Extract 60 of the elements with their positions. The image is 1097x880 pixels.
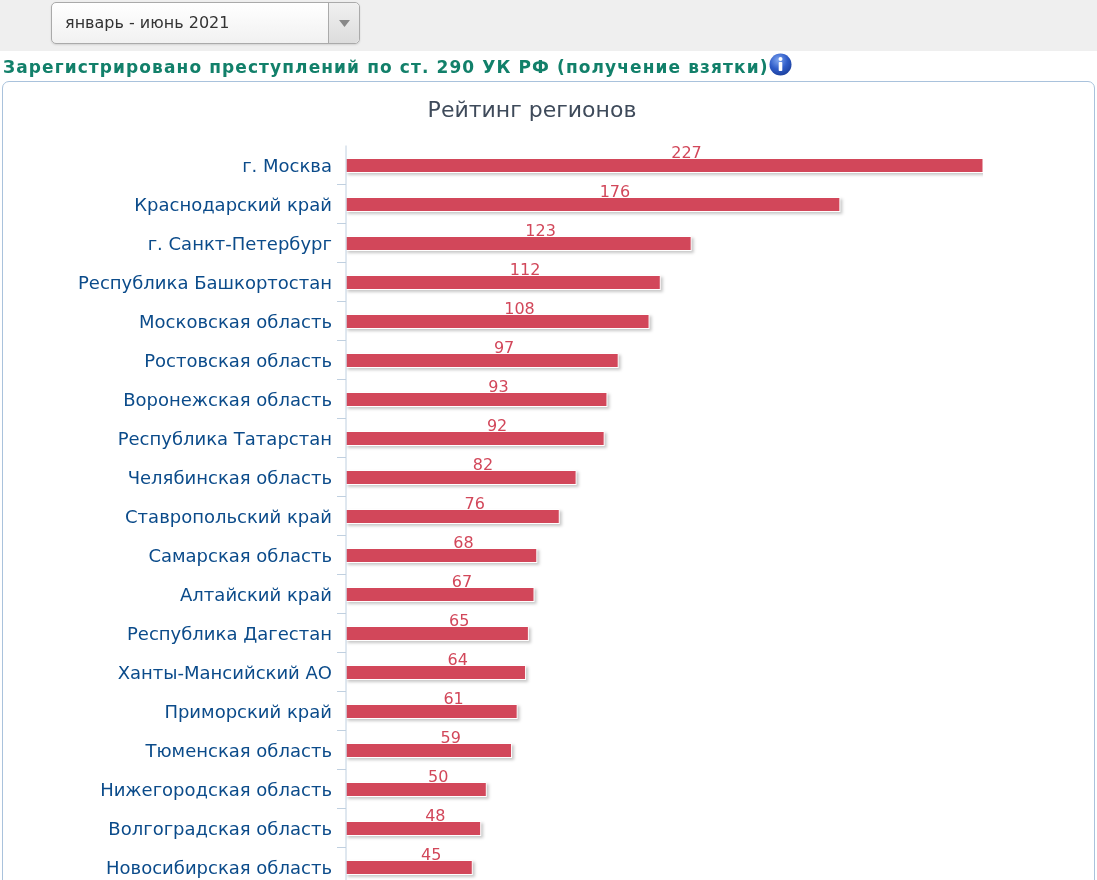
y-tick-label: Республика Татарстан [117, 427, 332, 449]
y-tick-label: Московская область [139, 310, 332, 332]
data-label: 61 [443, 688, 464, 708]
y-tick-label: Челябинская область [127, 466, 332, 488]
data-label: 76 [464, 493, 485, 513]
y-tick-label: Республика Башкортостан [77, 271, 332, 293]
bar [346, 236, 692, 251]
data-label: 123 [525, 220, 556, 240]
bar [346, 314, 650, 329]
y-tick-label: Ростовская область [144, 349, 332, 371]
y-tick-label: Тюменская область [144, 739, 332, 761]
data-label: 67 [451, 571, 473, 591]
y-tick-label: г. Санкт-Петербург [147, 232, 332, 254]
data-label: 50 [427, 766, 449, 786]
bar [346, 509, 560, 524]
chart-subtitle: Рейтинг регионов [427, 97, 637, 122]
data-label: 112 [509, 259, 541, 279]
bar [346, 704, 518, 719]
data-label: 82 [472, 454, 494, 474]
y-tick-label: Алтайский край [180, 583, 332, 605]
data-label: 176 [599, 181, 631, 201]
bar [346, 665, 527, 680]
y-tick-label: г. Москва [242, 154, 332, 176]
y-tick-label: Воронежская область [123, 388, 332, 410]
data-label: 227 [671, 142, 702, 162]
bar [346, 626, 529, 641]
bar [346, 275, 661, 290]
data-label: 64 [447, 649, 468, 669]
bar [346, 548, 538, 563]
data-label: 65 [449, 610, 470, 630]
data-label: 48 [425, 805, 446, 825]
bar [346, 782, 487, 797]
y-tick-label: Краснодарский край [134, 193, 332, 215]
bar [346, 821, 482, 836]
bar [346, 197, 841, 212]
chart-title: Зарегистрировано преступлений по ст. 290 УК РФ (получение взятки) [3, 57, 769, 77]
y-tick-label: Волгоградская область [108, 817, 332, 839]
y-tick-label: Нижегородская область [100, 778, 332, 800]
bar [346, 743, 513, 758]
period-select: январь - июнь 2021 [51, 2, 360, 44]
bar [346, 860, 473, 875]
y-tick-label: Ханты-Мансийский АО [117, 661, 332, 683]
bar [346, 353, 619, 368]
data-label: 92 [486, 415, 508, 435]
bar [346, 587, 535, 602]
bar [346, 392, 608, 407]
data-label: 108 [504, 298, 535, 318]
y-tick-label: Республика Дагестан [127, 622, 332, 644]
y-tick-label: Новосибирская область [106, 856, 332, 878]
data-label: 97 [493, 337, 515, 357]
y-tick-label: Ставропольский край [125, 505, 332, 527]
y-tick-label: Приморский край [164, 700, 332, 722]
bar [346, 158, 983, 173]
data-label: 59 [440, 727, 461, 747]
bar [346, 470, 577, 485]
data-label: 93 [488, 376, 509, 396]
data-label: 45 [420, 844, 442, 864]
y-tick-label: Самарская область [148, 544, 332, 566]
data-label: 68 [453, 532, 474, 552]
bar [346, 431, 605, 446]
